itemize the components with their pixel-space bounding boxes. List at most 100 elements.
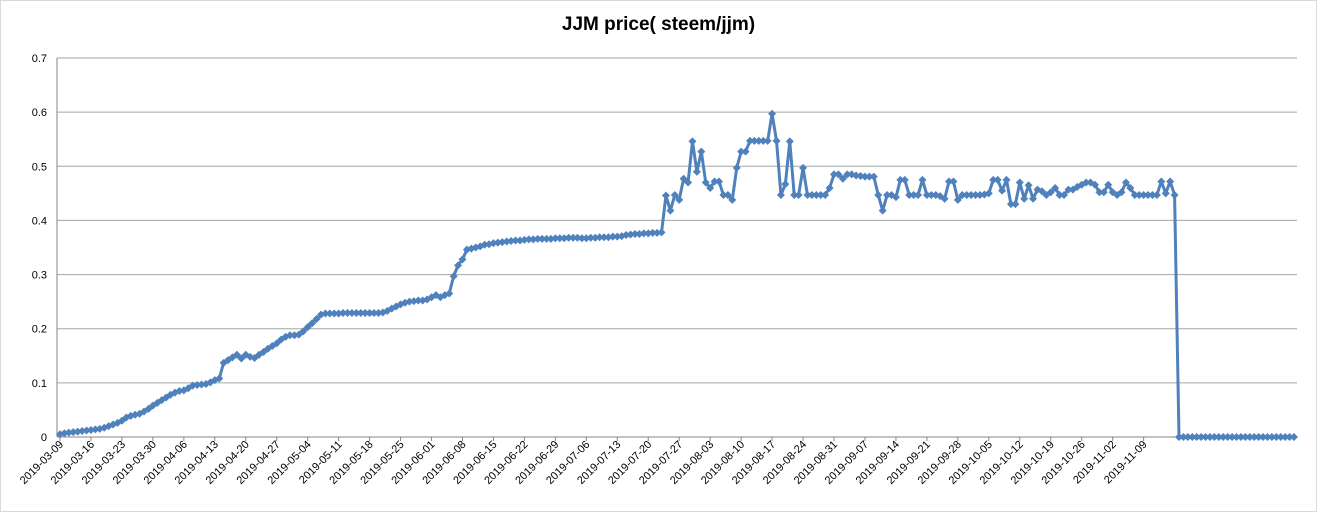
data-point bbox=[370, 309, 379, 318]
data-point bbox=[715, 177, 724, 186]
data-point bbox=[1015, 178, 1024, 187]
data-point bbox=[1175, 433, 1184, 441]
data-point bbox=[865, 172, 874, 181]
data-point bbox=[600, 233, 609, 242]
data-point bbox=[732, 163, 741, 172]
data-point bbox=[812, 190, 821, 199]
data-point bbox=[339, 309, 348, 318]
data-point bbox=[710, 177, 719, 186]
data-point bbox=[312, 314, 321, 323]
data-point bbox=[272, 339, 281, 348]
data-point bbox=[1219, 433, 1228, 441]
data-point bbox=[949, 177, 958, 186]
data-point bbox=[922, 190, 931, 199]
data-point bbox=[891, 193, 900, 202]
data-point bbox=[745, 136, 754, 145]
data-point bbox=[361, 309, 370, 318]
y-tick-label: 0.7 bbox=[32, 53, 47, 65]
data-point bbox=[909, 190, 918, 199]
data-point bbox=[564, 233, 573, 242]
data-point bbox=[1055, 190, 1064, 199]
data-point bbox=[1130, 190, 1139, 199]
data-point bbox=[768, 109, 777, 118]
data-point bbox=[763, 136, 772, 145]
data-point bbox=[1179, 433, 1188, 441]
data-point bbox=[701, 178, 710, 187]
data-point bbox=[303, 323, 312, 332]
data-point bbox=[232, 350, 241, 359]
data-point bbox=[1046, 188, 1055, 197]
data-point bbox=[953, 195, 962, 204]
data-point bbox=[1152, 190, 1161, 199]
data-point bbox=[794, 190, 803, 199]
data-point bbox=[458, 255, 467, 264]
data-point bbox=[1121, 178, 1130, 187]
y-tick-label: 0.3 bbox=[32, 270, 47, 282]
data-point bbox=[449, 272, 458, 281]
data-point bbox=[940, 194, 949, 203]
data-point bbox=[1117, 188, 1126, 197]
data-point bbox=[914, 190, 923, 199]
data-point bbox=[1020, 194, 1029, 203]
data-point bbox=[666, 206, 675, 215]
data-point bbox=[692, 167, 701, 176]
data-point bbox=[1276, 433, 1285, 441]
data-point bbox=[971, 190, 980, 199]
data-point bbox=[803, 190, 812, 199]
data-point bbox=[1170, 190, 1179, 199]
data-point bbox=[967, 190, 976, 199]
data-point bbox=[860, 172, 869, 181]
data-point bbox=[670, 190, 679, 199]
data-point bbox=[445, 289, 454, 298]
data-point bbox=[675, 195, 684, 204]
data-point bbox=[998, 186, 1007, 195]
data-point bbox=[1281, 433, 1290, 441]
data-point bbox=[414, 296, 423, 305]
data-point bbox=[1263, 433, 1272, 441]
data-point bbox=[569, 233, 578, 242]
data-point bbox=[838, 174, 847, 183]
data-point bbox=[1139, 190, 1148, 199]
data-point bbox=[1245, 433, 1254, 441]
data-point bbox=[874, 190, 883, 199]
data-point bbox=[308, 319, 317, 328]
data-point bbox=[719, 190, 728, 199]
data-point bbox=[1037, 187, 1046, 196]
data-point bbox=[661, 191, 670, 200]
data-point bbox=[524, 235, 533, 244]
data-point bbox=[1024, 181, 1033, 190]
x-axis: 2019-03-092019-03-162019-03-232019-03-30… bbox=[18, 58, 1297, 487]
data-point bbox=[781, 180, 790, 189]
data-point bbox=[1259, 433, 1268, 441]
data-point bbox=[776, 190, 785, 199]
data-point bbox=[577, 234, 586, 243]
data-point bbox=[878, 206, 887, 215]
data-point bbox=[1166, 177, 1175, 186]
data-point bbox=[984, 189, 993, 198]
data-point bbox=[1285, 433, 1294, 441]
price-line bbox=[59, 112, 1294, 439]
data-point bbox=[356, 309, 365, 318]
data-point bbox=[905, 190, 914, 199]
y-tick-label: 0 bbox=[41, 432, 47, 444]
data-point bbox=[1232, 433, 1241, 441]
data-point bbox=[1002, 175, 1011, 184]
data-point bbox=[630, 229, 639, 238]
data-point bbox=[511, 236, 520, 245]
data-point bbox=[962, 190, 971, 199]
data-point bbox=[807, 190, 816, 199]
data-point bbox=[352, 309, 361, 318]
data-point bbox=[688, 137, 697, 146]
data-point bbox=[1183, 433, 1192, 441]
data-point bbox=[1192, 433, 1201, 441]
data-point bbox=[343, 309, 352, 318]
data-point bbox=[215, 374, 224, 383]
data-point bbox=[1236, 433, 1245, 441]
data-point bbox=[830, 170, 839, 179]
y-axis-ticks: 0 0.1 0.2 0.3 0.4 0.5 0.6 0.7 bbox=[32, 53, 47, 444]
data-point bbox=[1210, 433, 1219, 441]
data-point bbox=[737, 147, 746, 156]
data-point bbox=[533, 234, 542, 243]
data-point bbox=[1161, 189, 1170, 198]
